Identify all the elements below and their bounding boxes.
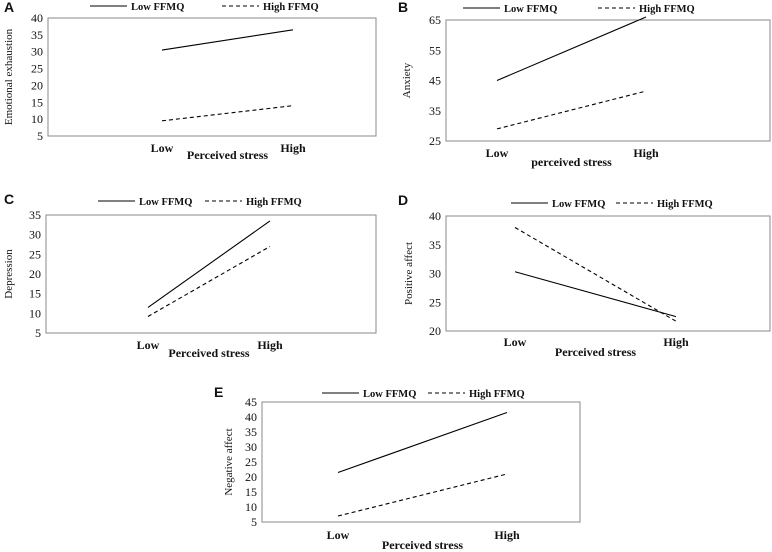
x-tick-label-high: High xyxy=(257,338,283,352)
y-tick-label: 20 xyxy=(429,324,441,338)
series-line-high-ffmq xyxy=(514,227,677,322)
panel-letter: C xyxy=(4,191,14,207)
y-tick-label: 10 xyxy=(245,500,257,514)
y-tick-label: 35 xyxy=(245,425,257,439)
series-line-low-ffmq xyxy=(161,29,294,51)
y-tick-label: 20 xyxy=(31,78,43,92)
y-tick-label: 30 xyxy=(31,45,43,59)
y-tick-label: 5 xyxy=(251,515,257,529)
series-line-high-ffmq xyxy=(496,90,647,130)
y-tick-label: 10 xyxy=(29,306,41,320)
plot-frame xyxy=(261,401,581,523)
legend-label-high-ffmq: High FFMQ xyxy=(657,199,713,210)
series-line-low-ffmq xyxy=(337,411,508,474)
y-tick-label: 55 xyxy=(429,43,441,57)
legend-label-low-ffmq: Low FFMQ xyxy=(139,197,192,208)
y-tick-label: 35 xyxy=(429,104,441,118)
series-line-low-ffmq xyxy=(496,16,647,82)
y-tick-label: 25 xyxy=(245,455,257,469)
series-line-low-ffmq xyxy=(514,271,677,318)
x-tick-label-high: High xyxy=(494,528,520,542)
y-axis-label: Positive affect xyxy=(403,242,415,305)
legend-label-low-ffmq: Low FFMQ xyxy=(552,199,605,210)
chart-panel-d: D 20 25 30 35 40 Positive affect Low High Perceiv… xyxy=(398,192,771,359)
x-tick-label-low: Low xyxy=(486,146,509,160)
y-axis-label: Emotional exhaustion xyxy=(3,28,15,125)
y-tick-label: 20 xyxy=(29,267,41,281)
x-tick-label-high: High xyxy=(663,335,689,349)
x-tick-label-low: Low xyxy=(137,338,160,352)
y-axis-label: Anxiety xyxy=(401,62,413,98)
y-tick-label: 15 xyxy=(29,287,41,301)
legend: Low FFMQ High FFMQ xyxy=(511,199,713,210)
y-tick-label: 35 xyxy=(429,238,441,252)
y-tick-label: 20 xyxy=(245,470,257,484)
legend-label-low-ffmq: Low FFMQ xyxy=(363,389,416,400)
series-line-high-ffmq xyxy=(147,245,271,317)
legend-label-high-ffmq: High FFMQ xyxy=(263,2,319,13)
y-tick-label: 5 xyxy=(37,129,43,143)
y-axis-label: Depression xyxy=(3,249,15,299)
y-tick-label: 30 xyxy=(29,228,41,242)
y-tick-label: 45 xyxy=(245,395,257,409)
y-tick-label: 25 xyxy=(429,134,441,148)
x-axis-title: Perceived stress xyxy=(187,148,269,162)
y-tick-label: 35 xyxy=(31,28,43,42)
x-axis-title: perceived stress xyxy=(531,155,612,169)
x-tick-label-high: High xyxy=(633,146,659,160)
y-tick-label: 45 xyxy=(429,74,441,88)
legend: Low FFMQ High FFMQ xyxy=(322,389,525,400)
x-axis-title: Perceived stress xyxy=(382,538,464,552)
y-tick-label: 10 xyxy=(31,112,43,126)
y-tick-label: 25 xyxy=(31,62,43,76)
series-line-high-ffmq xyxy=(337,473,508,517)
plot-frame xyxy=(445,215,771,332)
y-tick-label: 35 xyxy=(29,208,41,222)
y-tick-label: 65 xyxy=(429,13,441,27)
panel-letter: B xyxy=(398,0,408,15)
plot-frame xyxy=(45,214,377,334)
chart-panel-c: C 5 10 15 20 25 30 35 Depression Low High Perceived… xyxy=(3,191,377,360)
legend: Low FFMQ High FFMQ xyxy=(98,197,302,208)
legend-label-low-ffmq: Low FFMQ xyxy=(504,4,557,15)
y-tick-label: 40 xyxy=(429,209,441,223)
x-axis-title: Perceived stress xyxy=(168,346,250,360)
legend: Low FFMQ High FFMQ xyxy=(463,4,695,15)
y-tick-label: 40 xyxy=(31,11,43,25)
legend-label-high-ffmq: High FFMQ xyxy=(639,4,695,15)
series-line-low-ffmq xyxy=(147,220,271,308)
plot-frame xyxy=(445,19,771,142)
chart-panel-b: B 25 35 45 55 65 Anxiety Low High perceived stres… xyxy=(398,0,771,169)
legend-label-high-ffmq: High FFMQ xyxy=(469,389,525,400)
x-tick-label-high: High xyxy=(280,141,306,155)
series-line-high-ffmq xyxy=(161,105,294,122)
y-tick-label: 30 xyxy=(245,440,257,454)
y-tick-label: 40 xyxy=(245,410,257,424)
legend-label-high-ffmq: High FFMQ xyxy=(246,197,302,208)
x-tick-label-low: Low xyxy=(151,141,174,155)
panel-letter: A xyxy=(4,0,14,15)
panel-letter: E xyxy=(214,384,223,400)
y-tick-label: 25 xyxy=(29,247,41,261)
legend-label-low-ffmq: Low FFMQ xyxy=(131,2,184,13)
y-axis-label: Negative affect xyxy=(223,428,235,495)
x-axis-title: Perceived stress xyxy=(555,345,637,359)
y-tick-label: 5 xyxy=(35,326,41,340)
chart-panel-a: A 5 10 15 20 25 30 35 40 Emotional exhaustion Low H… xyxy=(3,0,377,162)
y-tick-label: 25 xyxy=(429,295,441,309)
x-tick-label-low: Low xyxy=(504,335,527,349)
y-tick-label: 30 xyxy=(429,267,441,281)
x-tick-label-low: Low xyxy=(327,528,350,542)
panel-letter: D xyxy=(398,192,408,208)
plot-frame xyxy=(47,17,377,137)
legend: Low FFMQ High FFMQ xyxy=(90,2,319,13)
y-tick-label: 15 xyxy=(31,95,43,109)
y-tick-label: 15 xyxy=(245,485,257,499)
